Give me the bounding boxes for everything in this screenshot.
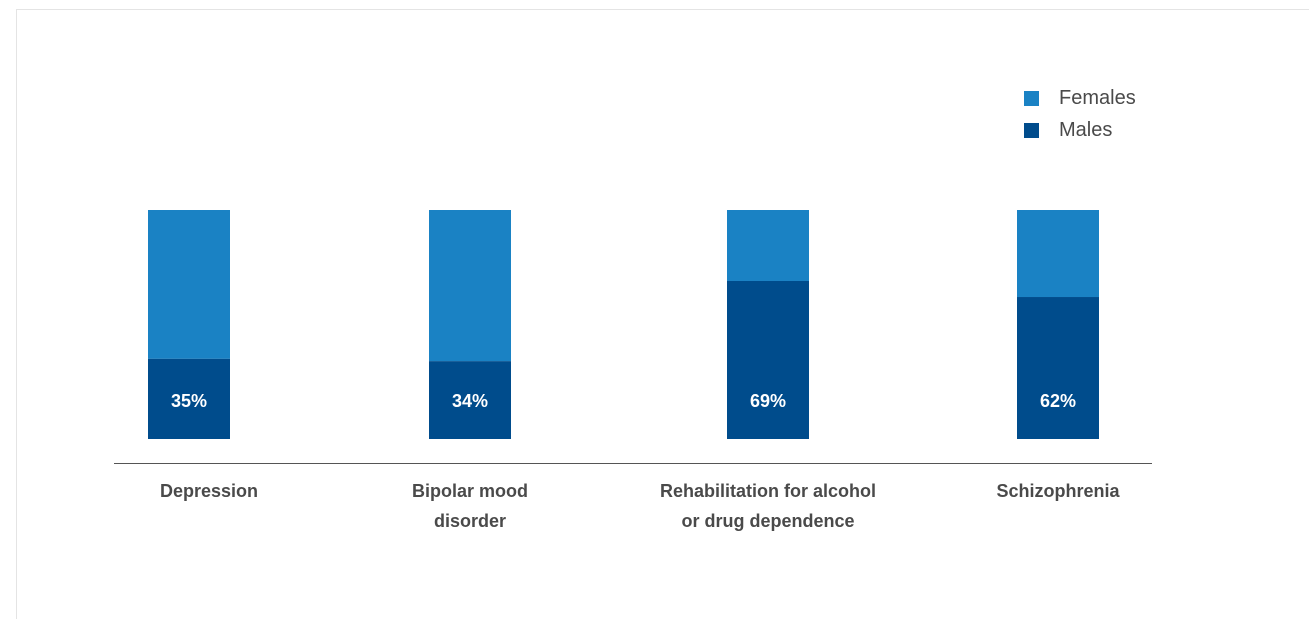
data-label-males-0: 35% <box>171 391 207 411</box>
bar-males-3 <box>1017 297 1099 439</box>
legend-item-males: Males <box>1024 114 1136 146</box>
bar-females-1 <box>429 210 511 362</box>
category-label-schizophrenia: Schizophrenia <box>996 481 1120 501</box>
stacked-bar-chart: 35% 34% 69% 62% <box>114 210 1152 464</box>
legend-item-females: Females <box>1024 82 1136 114</box>
bar-females-0 <box>148 210 230 359</box>
data-label-males-3: 62% <box>1040 391 1076 411</box>
bar-females-3 <box>1017 210 1099 298</box>
legend-label-females: Females <box>1059 86 1136 109</box>
legend-swatch-females <box>1024 90 1039 106</box>
legend-label-males: Males <box>1059 118 1113 141</box>
category-label-rehabilitation: Rehabilitation for alcohol or drug depen… <box>659 481 876 531</box>
bar-males-0 <box>148 358 230 439</box>
category-label-depression: Depression <box>159 481 259 501</box>
bar-males-1 <box>429 361 511 439</box>
legend: Females Males <box>1024 82 1136 146</box>
data-label-males-1: 34% <box>452 391 488 411</box>
legend-swatch-males <box>1024 122 1039 138</box>
data-label-males-2: 69% <box>750 391 786 411</box>
chart-frame <box>16 9 1309 619</box>
bar-females-2 <box>727 210 809 281</box>
bar-males-2 <box>727 280 809 439</box>
category-label-bipolar: Bipolar mood disorder <box>412 481 528 531</box>
